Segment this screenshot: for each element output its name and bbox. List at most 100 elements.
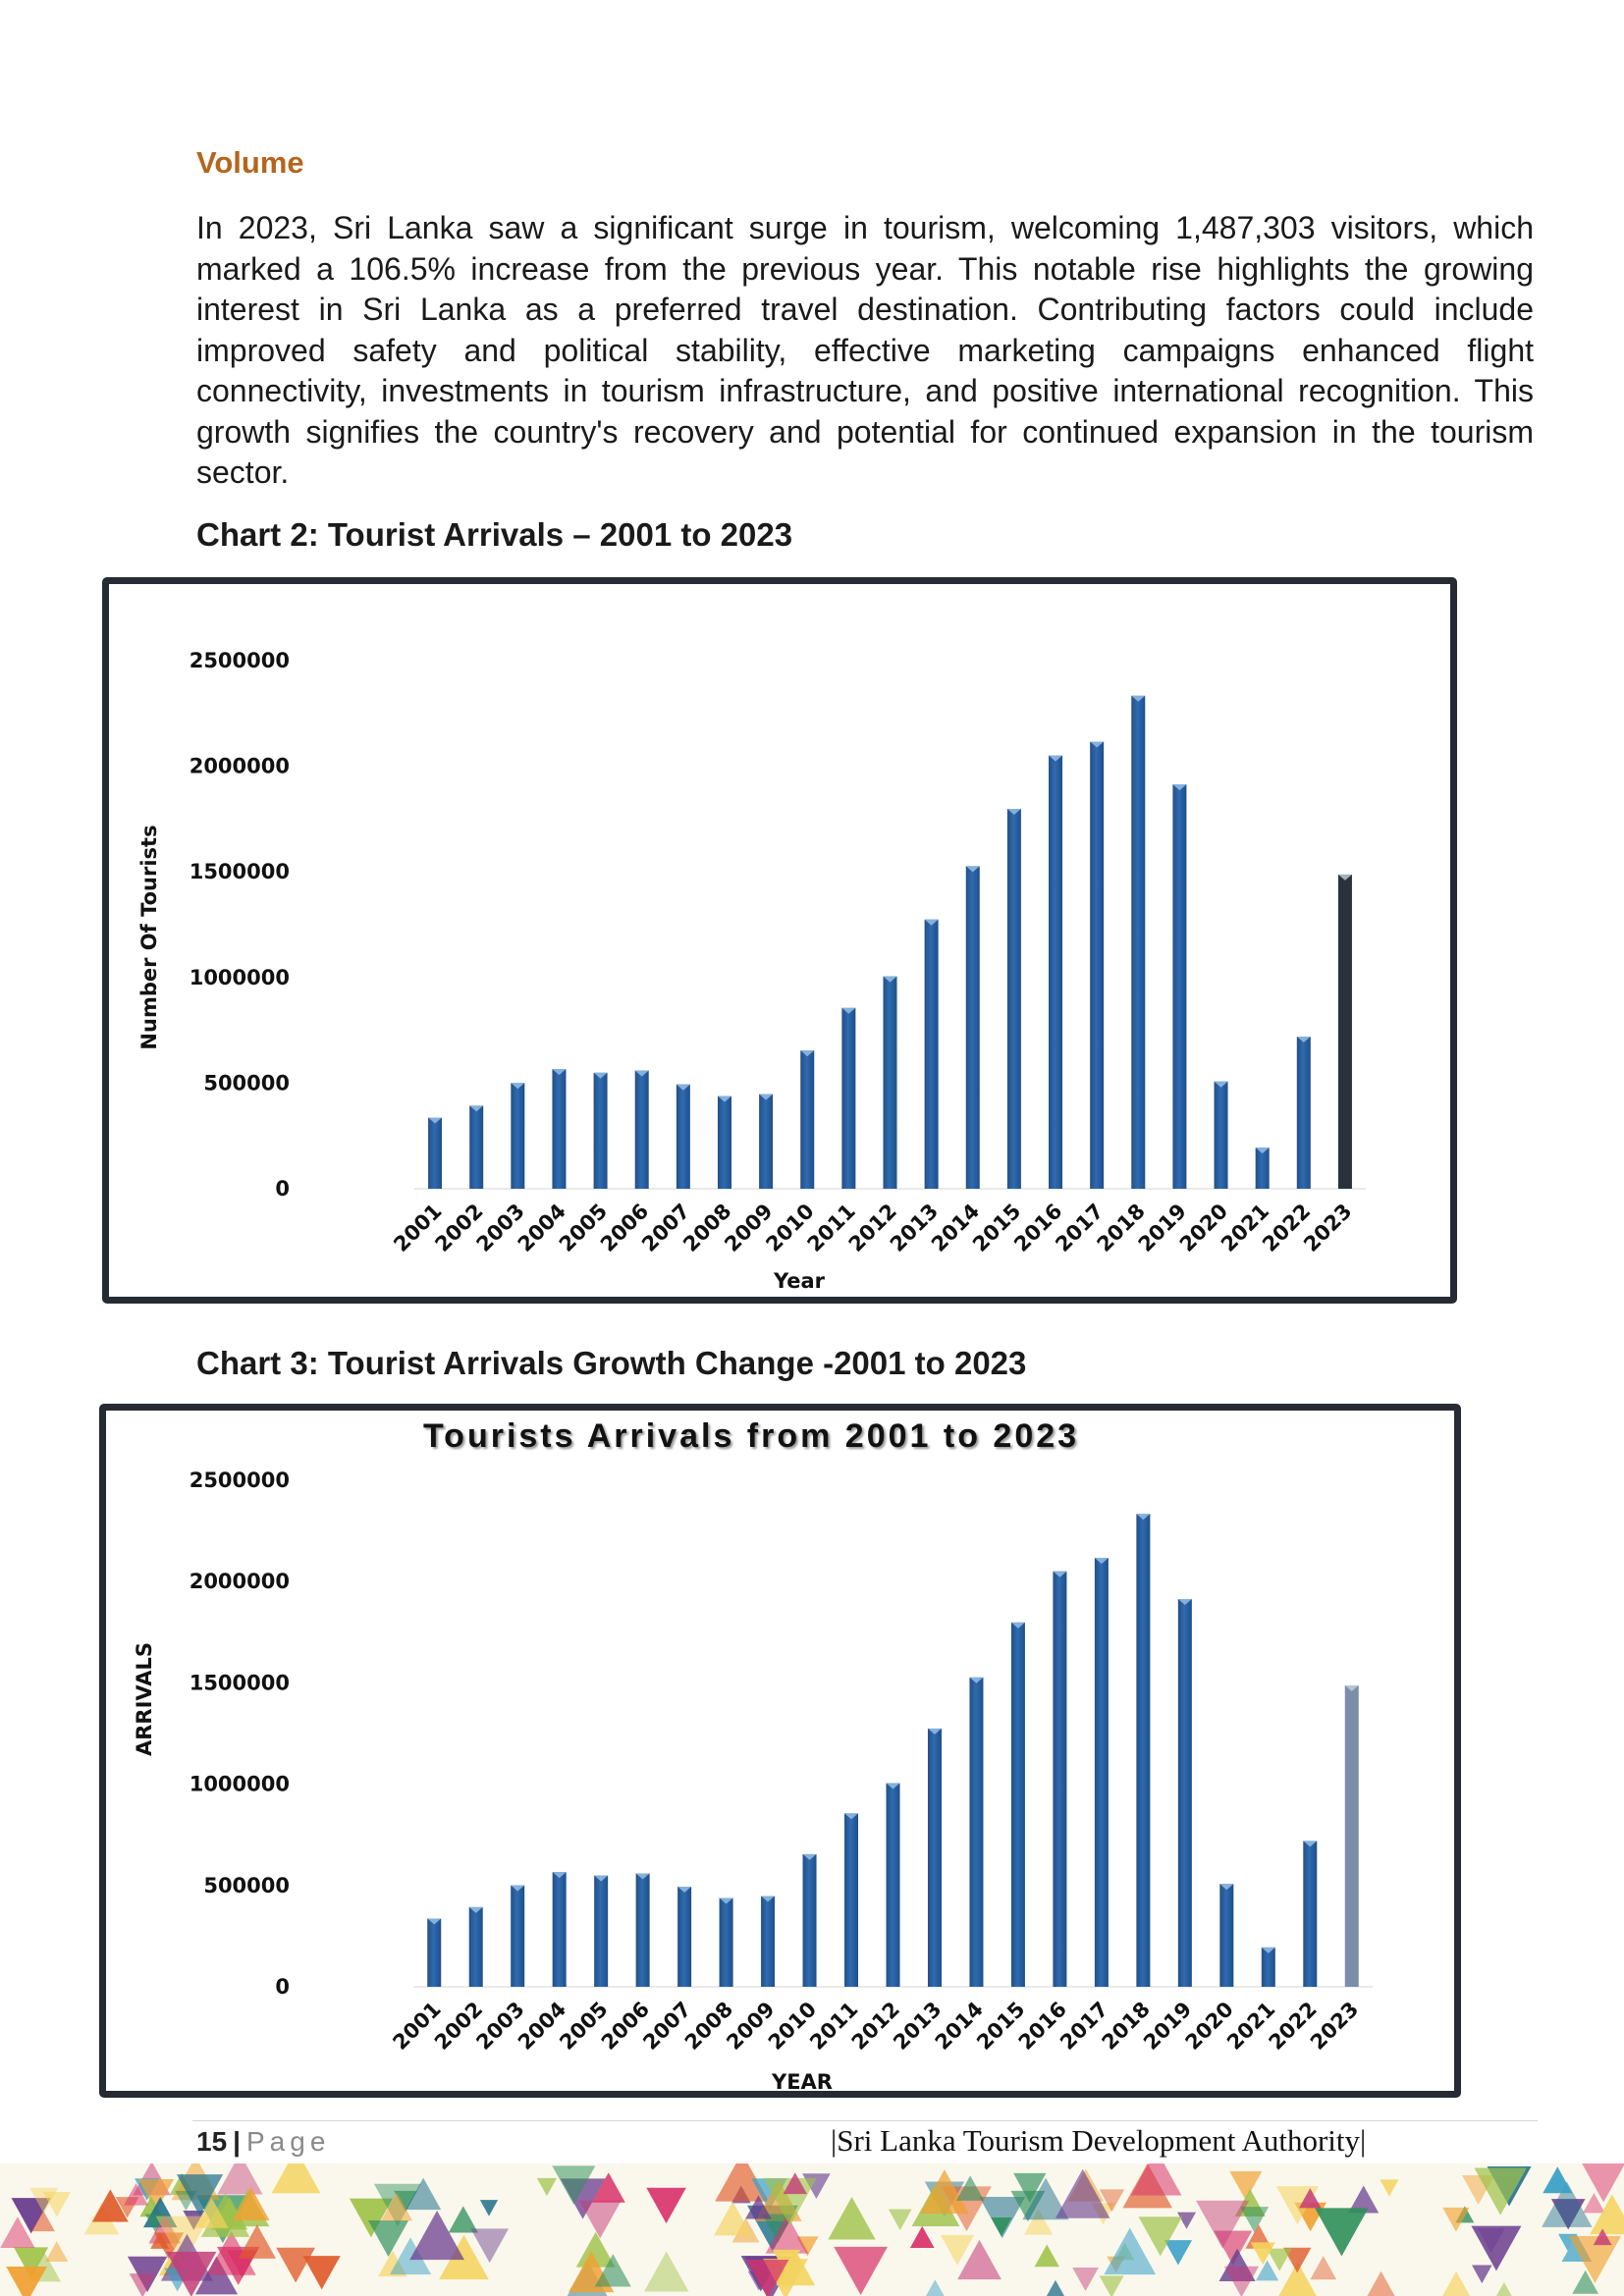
y-tick-label: 1000000 xyxy=(189,966,290,989)
bar-cap-2017 xyxy=(1094,1558,1109,1565)
banner-tile xyxy=(153,2232,185,2260)
bar-2016 xyxy=(1049,755,1063,1189)
bar-cap-2019 xyxy=(1177,1599,1192,1606)
banner-tile xyxy=(1542,2181,1593,2227)
x-axis-title: YEAR xyxy=(771,2070,833,2094)
bar-2004 xyxy=(552,1872,567,1987)
bar-2021 xyxy=(1255,1148,1270,1189)
bar-2011 xyxy=(844,1813,859,1987)
bar-cap-2021 xyxy=(1261,1947,1275,1953)
banner-tile xyxy=(1196,2200,1250,2249)
footer-divider xyxy=(192,2120,1538,2121)
banner-tile xyxy=(6,2267,47,2296)
bar-cap-2010 xyxy=(800,1050,815,1057)
section-heading: Volume xyxy=(196,145,304,180)
chart3-caption: Chart 3: Tourist Arrivals Growth Change … xyxy=(196,1345,1027,1381)
y-axis-title: ARRIVALS xyxy=(133,1642,156,1756)
bar-2014 xyxy=(965,866,980,1189)
bar-cap-2022 xyxy=(1303,1841,1318,1847)
banner-tile xyxy=(991,2217,1012,2237)
banner-tile xyxy=(1099,2189,1125,2213)
bar-2022 xyxy=(1303,1841,1318,1987)
banner-tile xyxy=(1495,2281,1512,2296)
banner-tile xyxy=(381,2192,413,2221)
chart3-plot: Tourists Arrivals from 2001 to 2023 0 5000… xyxy=(133,1417,1373,2094)
bar-2001 xyxy=(428,1117,443,1189)
banner-tile xyxy=(1138,2216,1183,2257)
banner-tile xyxy=(129,2273,156,2296)
x-tick-label: 2023 xyxy=(1306,1998,1363,2055)
banner-tile xyxy=(166,2251,217,2296)
bar-2008 xyxy=(717,1095,731,1189)
banner-tile xyxy=(1214,2230,1253,2266)
banner-tile xyxy=(144,2214,166,2233)
banner-tile xyxy=(940,2234,975,2266)
banner-tile xyxy=(1299,2188,1322,2209)
banner-tile xyxy=(796,2236,819,2257)
banner-tile xyxy=(31,2210,55,2232)
bar-2015 xyxy=(1010,1622,1025,1987)
banner-tile xyxy=(1218,2248,1256,2281)
bar-cap-2009 xyxy=(761,1896,776,1902)
banner-tile xyxy=(536,2177,558,2197)
bar-2020 xyxy=(1219,1884,1234,1987)
banner-tile xyxy=(1380,2179,1399,2197)
bar-2021 xyxy=(1261,1947,1275,1987)
banner-tile xyxy=(394,2190,417,2213)
bar-cap-2022 xyxy=(1296,1037,1311,1043)
bar-cap-2023 xyxy=(1344,1685,1359,1692)
banner-tile xyxy=(955,2175,985,2201)
banner-tile xyxy=(1072,2267,1099,2292)
banner-tile xyxy=(552,2165,596,2206)
banner-tile xyxy=(409,2211,464,2261)
banner-tile xyxy=(1348,2185,1380,2214)
y-tick-label: 1500000 xyxy=(189,860,290,883)
bar-2007 xyxy=(676,1084,690,1189)
banner-tile xyxy=(194,2256,239,2295)
y-tick-label: 2000000 xyxy=(189,755,290,778)
banner-tile xyxy=(42,2191,72,2217)
banner-tile xyxy=(194,2197,229,2228)
banner-tile xyxy=(1267,2248,1292,2271)
bar-2017 xyxy=(1090,741,1105,1189)
bar-cap-2001 xyxy=(427,1918,442,1925)
bar-2009 xyxy=(759,1094,774,1189)
banner-tile xyxy=(302,2256,341,2290)
banner-tile xyxy=(828,2196,876,2240)
banner-tile xyxy=(1315,2208,1369,2257)
y-tick-label: 500000 xyxy=(203,1874,290,1897)
banner-tile xyxy=(591,2172,625,2203)
banner-tile xyxy=(1568,2235,1622,2283)
chart2-caption: Chart 2: Tourist Arrivals – 2001 to 2023 xyxy=(196,516,793,553)
bar-cap-2009 xyxy=(759,1094,774,1100)
banner-tile xyxy=(1034,2244,1059,2268)
bar-cap-2020 xyxy=(1214,1081,1228,1088)
bar-2006 xyxy=(634,1070,649,1189)
bar-2016 xyxy=(1053,1571,1067,1987)
y-tick-label: 1500000 xyxy=(189,1671,290,1694)
banner-tile xyxy=(1278,2262,1317,2296)
banner-tile xyxy=(1013,2172,1047,2203)
bar-cap-2006 xyxy=(634,1070,649,1077)
banner-tile xyxy=(1023,2209,1054,2235)
bar-2006 xyxy=(635,1873,650,1987)
banner-tile xyxy=(0,2216,35,2249)
banner-tile xyxy=(1130,2163,1182,2196)
banner-tile xyxy=(479,2200,499,2216)
banner-tile xyxy=(238,2224,277,2259)
bar-2002 xyxy=(468,1906,483,1987)
banner-tile xyxy=(1104,2227,1157,2275)
banner-tile xyxy=(594,2254,631,2287)
bar-cap-2012 xyxy=(883,976,897,983)
bar-2017 xyxy=(1094,1558,1109,1987)
banner-tile xyxy=(155,2216,210,2266)
banner-tile xyxy=(1474,2167,1527,2216)
banner-tile xyxy=(11,2198,51,2234)
bar-cap-2021 xyxy=(1255,1148,1270,1154)
bar-cap-2011 xyxy=(841,1007,856,1014)
bar-cap-2008 xyxy=(719,1897,733,1904)
bar-2022 xyxy=(1296,1037,1311,1189)
bar-cap-2002 xyxy=(469,1105,484,1112)
banner-tile xyxy=(1367,2270,1395,2296)
banner-tile xyxy=(1022,2177,1069,2220)
